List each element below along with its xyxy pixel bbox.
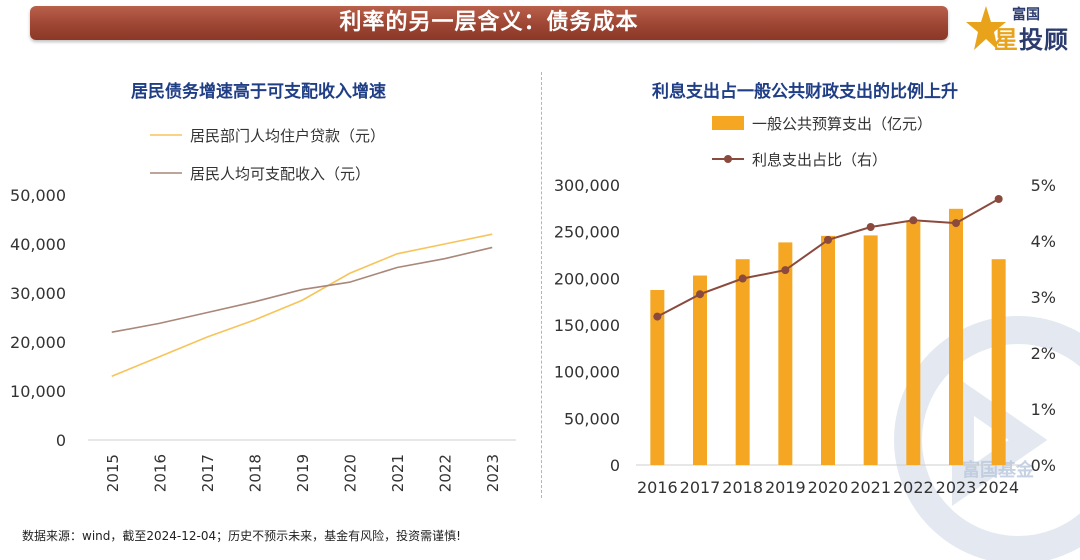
y-right-tick-label: 0% <box>1031 456 1056 475</box>
x-tick-label: 2018 <box>246 454 264 492</box>
x-tick-label: 2020 <box>342 454 360 492</box>
y-left-tick-label: 150,000 <box>554 316 620 335</box>
x-tick-label: 2023 <box>484 454 502 492</box>
legend-label-1: 居民部门人均住户贷款（元） <box>190 127 385 145</box>
x-tick-label: 2019 <box>294 454 312 492</box>
y-right-tick-label: 3% <box>1031 288 1056 307</box>
x-tick-label: 2021 <box>850 478 891 497</box>
ratio-point <box>866 223 875 231</box>
y-right-tick-label: 5% <box>1031 176 1056 195</box>
y-tick-label: 50,000 <box>10 186 66 205</box>
ratio-point <box>696 290 704 299</box>
ratio-point <box>738 274 747 283</box>
y-left-tick-label: 50,000 <box>564 409 620 428</box>
y-tick-label: 20,000 <box>10 333 66 352</box>
x-tick-label: 2017 <box>680 478 721 497</box>
bar <box>821 235 835 465</box>
x-tick-label: 2015 <box>104 454 122 492</box>
legend-label-line: 利息支出占比（右） <box>752 151 887 169</box>
brand-logo: 富国 星投顾 <box>966 2 1074 54</box>
ratio-point <box>952 219 960 228</box>
series-line-2 <box>111 246 493 333</box>
logo-text-bottom: 星投顾 <box>994 20 1069 55</box>
x-tick-label: 2022 <box>437 454 455 492</box>
legend-label-2: 居民人均可支配收入（元） <box>190 165 370 183</box>
bar <box>650 290 665 465</box>
right-chart-title: 利息支出占一般公共财政支出的比例上升 <box>652 82 958 102</box>
logo-text-advisor: 投顾 <box>1019 26 1069 54</box>
x-tick-label: 2024 <box>978 478 1019 497</box>
y-right-tick-label: 4% <box>1031 232 1056 251</box>
data-source-footnote: 数据来源：wind，截至2024-12-04；历史不预示未来，基金有风险，投资需… <box>22 529 461 543</box>
panel-divider <box>541 72 542 498</box>
y-left-tick-label: 300,000 <box>554 176 620 195</box>
y-tick-label: 10,000 <box>10 382 66 401</box>
legend-label-bar: 一般公共预算支出（亿元） <box>752 115 932 133</box>
x-tick-label: 2018 <box>722 478 763 497</box>
legend-swatch-marker <box>724 155 732 163</box>
x-tick-label: 2021 <box>389 454 407 492</box>
x-tick-label: 2020 <box>808 478 849 497</box>
legend-swatch-bar <box>712 116 744 130</box>
y-left-tick-label: 100,000 <box>554 363 620 382</box>
fiscal-spending-interest-chart: 0 50,000 100,000 150,000 200,000 250,000 300,0… <box>554 115 1056 497</box>
bar <box>778 242 793 465</box>
star-icon <box>966 6 1006 50</box>
logo-text-top: 富国 <box>1012 7 1040 23</box>
debt-vs-income-line-chart: 0 10,000 20,000 30,000 40,000 50,000 2015 2016 2… <box>10 127 516 492</box>
ratio-point <box>909 216 918 225</box>
bar <box>906 221 921 465</box>
series-line-1 <box>111 233 493 378</box>
y-left-tick-label: 200,000 <box>554 269 620 288</box>
y-left-tick-label: 250,000 <box>554 223 620 242</box>
page-title: 利率的另一层含义：债务成本 <box>339 10 639 35</box>
y-right-tick-label: 1% <box>1031 400 1056 419</box>
ratio-point <box>781 266 790 275</box>
bar <box>735 259 750 465</box>
ratio-point <box>653 312 662 321</box>
bar <box>949 208 963 466</box>
ratio-point <box>824 235 832 244</box>
left-chart-title: 居民债务增速高于可支配收入增速 <box>131 82 386 102</box>
y-tick-label: 40,000 <box>10 235 66 254</box>
logo-text-star: 星 <box>994 26 1019 54</box>
y-left-tick-label: 0 <box>610 456 620 475</box>
x-tick-label: 2022 <box>893 478 934 497</box>
bar <box>991 259 1006 465</box>
ratio-point <box>994 195 1003 203</box>
header-banner: 利率的另一层含义：债务成本 <box>30 6 948 40</box>
y-tick-label: 30,000 <box>10 284 66 303</box>
x-tick-label: 2023 <box>936 478 977 497</box>
x-tick-label: 2019 <box>765 478 806 497</box>
x-tick-label: 2016 <box>151 454 169 492</box>
bar <box>863 235 878 465</box>
y-tick-label: 0 <box>56 431 66 450</box>
y-right-tick-label: 2% <box>1031 344 1056 363</box>
x-tick-label: 2017 <box>199 454 217 492</box>
bar <box>693 275 707 465</box>
x-tick-label: 2016 <box>637 478 678 497</box>
